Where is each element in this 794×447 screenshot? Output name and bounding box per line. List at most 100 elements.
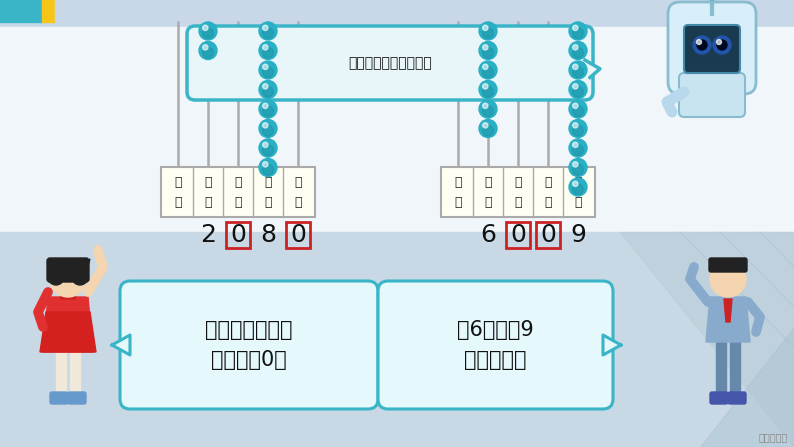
Circle shape: [479, 61, 497, 79]
Circle shape: [50, 261, 86, 297]
Circle shape: [479, 42, 497, 59]
Text: 千: 千: [204, 176, 212, 189]
Circle shape: [572, 164, 584, 175]
Circle shape: [483, 64, 488, 70]
Circle shape: [263, 86, 273, 97]
Text: 0: 0: [290, 223, 306, 247]
Text: 6: 6: [480, 223, 496, 247]
Circle shape: [263, 47, 273, 58]
Bar: [70, 352, 80, 397]
Circle shape: [717, 40, 727, 50]
Circle shape: [202, 28, 214, 38]
Circle shape: [263, 64, 268, 70]
Circle shape: [569, 178, 587, 196]
Text: 位: 位: [264, 195, 272, 208]
Circle shape: [697, 40, 707, 50]
FancyBboxPatch shape: [668, 2, 756, 94]
Polygon shape: [585, 60, 600, 77]
Polygon shape: [620, 232, 794, 447]
Circle shape: [199, 42, 217, 59]
Circle shape: [713, 36, 731, 54]
Circle shape: [572, 142, 578, 148]
Circle shape: [259, 61, 277, 79]
Bar: [730, 342, 740, 397]
Circle shape: [572, 145, 584, 156]
Circle shape: [263, 103, 268, 109]
Text: 位: 位: [234, 195, 241, 208]
Circle shape: [572, 122, 578, 128]
Bar: [0, 0, 794, 27]
Text: 万: 万: [454, 176, 462, 189]
Circle shape: [199, 22, 217, 40]
FancyBboxPatch shape: [378, 281, 613, 409]
Bar: [0, 0, 42, 22]
Text: 8: 8: [260, 223, 276, 247]
Circle shape: [572, 162, 578, 167]
Text: 9: 9: [570, 223, 586, 247]
Polygon shape: [700, 327, 794, 447]
FancyBboxPatch shape: [120, 281, 378, 409]
Circle shape: [94, 246, 102, 254]
Circle shape: [569, 42, 587, 59]
Circle shape: [572, 86, 584, 97]
FancyBboxPatch shape: [710, 392, 728, 404]
Text: 万: 万: [174, 176, 182, 189]
Text: 百: 百: [234, 176, 241, 189]
Circle shape: [263, 106, 273, 117]
Text: 位: 位: [295, 195, 302, 208]
Circle shape: [572, 181, 578, 186]
Polygon shape: [60, 289, 76, 299]
Circle shape: [483, 25, 488, 30]
Circle shape: [572, 67, 584, 78]
Circle shape: [483, 103, 488, 109]
Circle shape: [263, 122, 268, 128]
Polygon shape: [43, 297, 93, 352]
Text: 位: 位: [544, 195, 552, 208]
Circle shape: [569, 159, 587, 177]
Polygon shape: [40, 312, 96, 352]
Circle shape: [572, 47, 584, 58]
Circle shape: [483, 67, 493, 78]
Circle shape: [259, 159, 277, 177]
Circle shape: [202, 47, 214, 58]
Text: 0: 0: [230, 223, 246, 247]
FancyBboxPatch shape: [679, 73, 745, 117]
Circle shape: [483, 122, 488, 128]
Text: 2: 2: [200, 223, 216, 247]
Text: 0: 0: [510, 223, 526, 247]
Circle shape: [483, 86, 493, 97]
Circle shape: [72, 269, 88, 285]
Circle shape: [259, 139, 277, 157]
Polygon shape: [724, 299, 732, 322]
Text: 位: 位: [204, 195, 212, 208]
FancyBboxPatch shape: [684, 25, 740, 73]
Polygon shape: [112, 335, 130, 355]
FancyBboxPatch shape: [50, 392, 68, 404]
Text: 这两个数有什么特点？: 这两个数有什么特点？: [348, 56, 432, 70]
FancyBboxPatch shape: [728, 392, 746, 404]
Text: 0: 0: [540, 223, 556, 247]
Circle shape: [696, 39, 702, 45]
Circle shape: [202, 45, 208, 50]
Circle shape: [263, 145, 273, 156]
Circle shape: [263, 25, 268, 30]
Circle shape: [263, 67, 273, 78]
FancyBboxPatch shape: [441, 167, 595, 217]
Circle shape: [572, 28, 584, 38]
Text: 个: 个: [295, 176, 302, 189]
Circle shape: [263, 84, 268, 89]
Text: 百: 百: [515, 176, 522, 189]
Circle shape: [263, 142, 268, 148]
Text: 位: 位: [174, 195, 182, 208]
Bar: [55, 0, 794, 22]
Circle shape: [483, 45, 488, 50]
Circle shape: [569, 119, 587, 138]
Circle shape: [263, 162, 268, 167]
Circle shape: [483, 125, 493, 136]
Circle shape: [572, 125, 584, 136]
Circle shape: [569, 100, 587, 118]
Circle shape: [572, 25, 578, 30]
Circle shape: [48, 269, 64, 285]
Circle shape: [572, 84, 578, 89]
Circle shape: [259, 80, 277, 98]
